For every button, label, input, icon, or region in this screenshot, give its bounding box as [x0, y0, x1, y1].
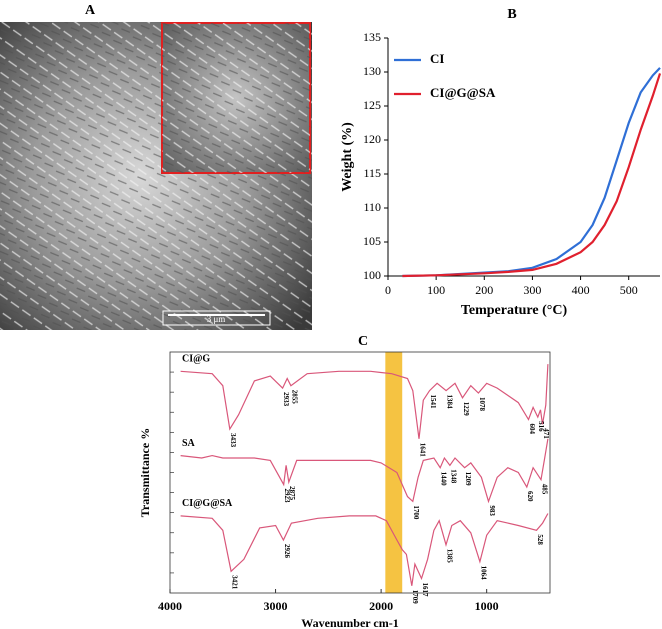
y-tick-label: 130: [363, 64, 381, 78]
peak-label: 2855: [290, 390, 298, 405]
plot-frame: [169, 351, 551, 594]
peak-label: 983: [488, 505, 496, 516]
peak-label: 516: [537, 421, 545, 432]
peak-label: 471: [542, 428, 550, 439]
x-axis-label: Temperature (°C): [461, 303, 568, 318]
x-tick-label: 500: [620, 283, 638, 297]
y-tick-label: 105: [363, 234, 381, 248]
peak-label: 604: [528, 423, 536, 434]
peak-label: 1348: [449, 469, 457, 484]
panel-label: C: [358, 334, 368, 349]
x-tick-label: 2000: [369, 599, 393, 613]
peak-label: 1078: [478, 397, 486, 412]
sem-image: 3 μm: [0, 22, 312, 330]
series-label: CI@G: [182, 354, 210, 365]
peak-label: 1384: [446, 395, 454, 410]
y-tick-label: 120: [363, 132, 381, 146]
peak-label: 1541: [429, 395, 437, 410]
panel-label: A: [85, 3, 96, 18]
peak-label: 2875: [288, 486, 296, 501]
scale-bar-label: 3 μm: [207, 314, 226, 324]
peak-label: 1617: [421, 583, 429, 598]
peak-label: 2933: [282, 392, 290, 407]
peak-label: 2926: [283, 544, 291, 559]
y-tick-label: 125: [363, 98, 381, 112]
peak-label: 1064: [479, 566, 487, 581]
peak-label: 485: [540, 484, 548, 495]
line: [402, 73, 662, 278]
x-axis-label: Wavenumber cm-1: [301, 616, 398, 629]
series-label: SA: [182, 438, 196, 449]
peak-label: 2923: [283, 489, 291, 504]
peak-label: 1229: [462, 402, 470, 417]
y-tick-label: 135: [363, 30, 381, 44]
peak-label: 1385: [445, 549, 453, 564]
peak-label: 1641: [418, 443, 426, 458]
y-tick-label: 115: [363, 166, 381, 180]
legend-label: CI@G@SA: [430, 85, 496, 100]
peak-label: 1440: [440, 472, 448, 487]
peak-label: 1209: [464, 472, 472, 487]
spectrum-line: [180, 364, 549, 439]
legend-label: CI: [430, 51, 444, 66]
y-tick-label: 110: [363, 200, 381, 214]
highlight-band: [385, 352, 403, 593]
y-axis-label: Transmittance %: [138, 428, 152, 517]
spectrum-line: [180, 513, 549, 586]
x-tick-label: 200: [475, 283, 493, 297]
series-label: CI@G@SA: [182, 498, 233, 509]
x-tick-label: 300: [523, 283, 541, 297]
x-tick-label: 1000: [475, 599, 499, 613]
spectrum-line: [180, 438, 549, 504]
x-tick-label: 0: [385, 283, 391, 297]
panel-label: B: [507, 7, 516, 22]
x-tick-label: 400: [572, 283, 590, 297]
peak-label: 3433: [229, 433, 237, 448]
x-tick-label: 4000: [158, 599, 182, 613]
y-axis-label: Weight (%): [340, 122, 355, 192]
x-tick-label: 100: [427, 283, 445, 297]
peak-label: 3421: [231, 575, 239, 590]
peak-label: 1709: [411, 590, 419, 605]
peak-label: 1700: [412, 505, 420, 520]
x-tick-label: 3000: [264, 599, 288, 613]
peak-label: 528: [536, 534, 544, 545]
peak-label: 620: [526, 491, 534, 502]
y-tick-label: 100: [363, 268, 381, 282]
